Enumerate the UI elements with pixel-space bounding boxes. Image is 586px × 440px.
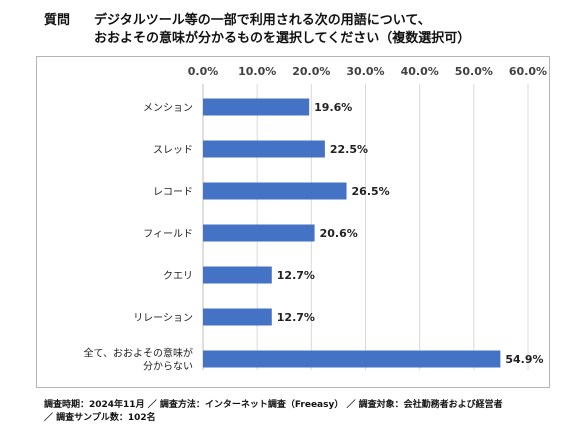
category-label-2: レコード: [153, 187, 193, 198]
category-label-0: メンション: [143, 103, 193, 114]
question-label: 質問: [44, 13, 71, 28]
value-label-0: 19.6%: [314, 101, 352, 114]
category-label-5: リレーション: [133, 313, 193, 324]
bar-1: [203, 140, 325, 158]
value-label-1: 22.5%: [330, 143, 368, 156]
x-tick-label-5: 50.0%: [455, 65, 493, 78]
question-text-line-1: デジタルツール等の一部で利用される次の用語について、: [94, 13, 431, 28]
value-label-6: 54.9%: [505, 353, 543, 366]
bar-2: [203, 182, 347, 200]
question-text-line-2: おおよその意味が分かるものを選択してください（複数選択可）: [94, 31, 471, 46]
value-label-5: 12.7%: [277, 311, 315, 324]
category-label-6-0: 全て、おおよその意味が: [84, 347, 194, 360]
category-label-3: フィールド: [143, 229, 193, 240]
bar-4: [203, 266, 272, 284]
x-tick-label-2: 20.0%: [292, 65, 330, 78]
value-label-2: 26.5%: [352, 185, 390, 198]
bar-3: [203, 224, 315, 242]
category-label-4: クエリ: [163, 270, 193, 282]
bar-5: [203, 308, 272, 326]
category-label-6-1: 分からない: [143, 361, 193, 373]
x-tick-label-4: 40.0%: [401, 65, 439, 78]
x-tick-label-0: 0.0%: [188, 65, 219, 78]
value-label-3: 20.6%: [320, 227, 358, 240]
survey-footer-line-2: ／ 調査サンプル数：102名: [44, 413, 156, 423]
x-tick-label-1: 10.0%: [238, 65, 276, 78]
bar-0: [203, 98, 310, 116]
x-tick-label-6: 60.0%: [509, 65, 547, 78]
value-label-4: 12.7%: [277, 269, 315, 282]
category-label-1: スレッド: [153, 145, 193, 156]
x-tick-label-3: 30.0%: [346, 65, 384, 78]
bar-6: [203, 350, 501, 368]
survey-footer-line-1: 調査時期：2024年11月 ／ 調査方法：インターネット調査（Freeasy） …: [44, 400, 503, 410]
chart-frame: [36, 56, 550, 388]
